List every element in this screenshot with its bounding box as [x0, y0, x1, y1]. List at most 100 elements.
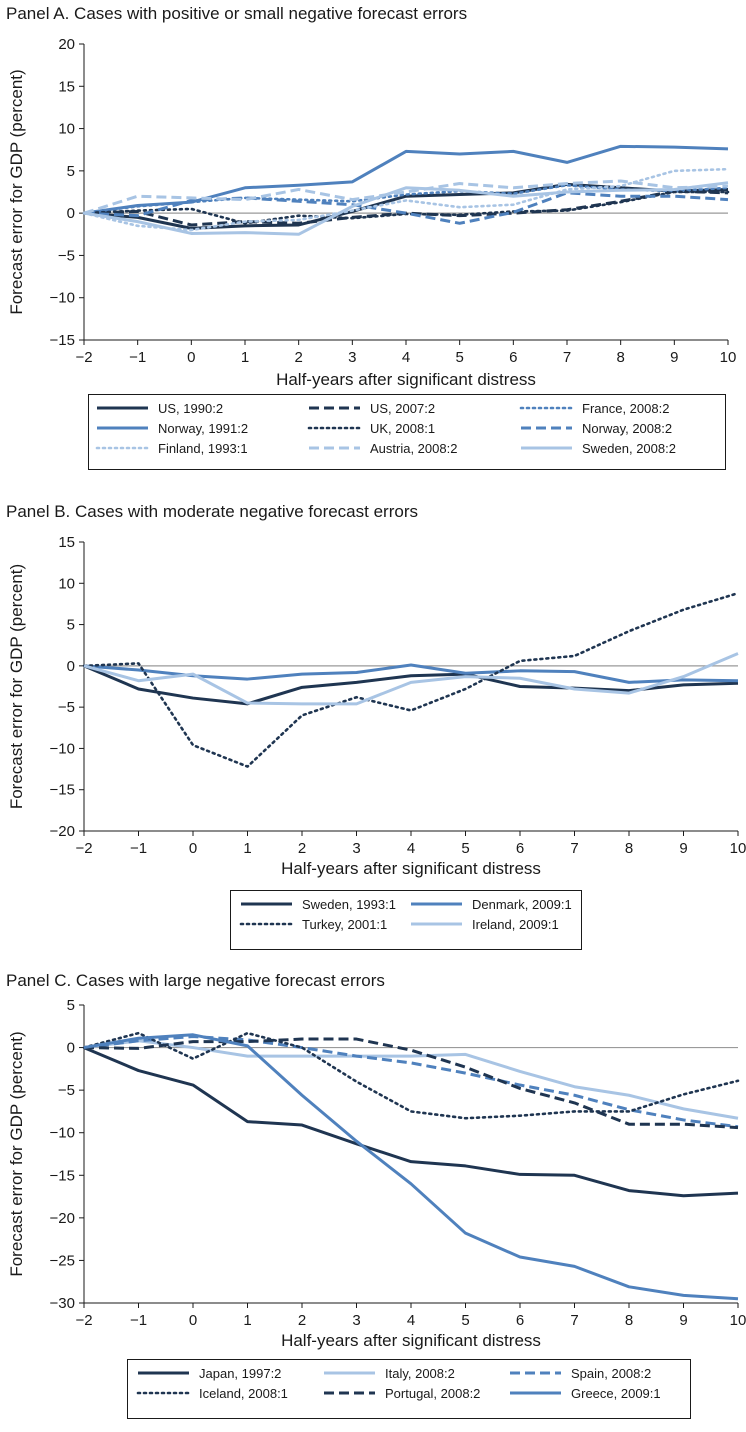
x-tick-label: 6: [516, 840, 524, 857]
y-tick-label: 10: [58, 575, 75, 592]
panel-a: Panel A. Cases with positive or small ne…: [0, 4, 746, 494]
legend-item: Italy, 2008:2: [322, 1364, 508, 1384]
legend-item: UK, 2008:1: [307, 419, 519, 439]
series-line: [83, 144, 729, 215]
x-tick-label: −1: [130, 840, 147, 857]
y-tick-label: 20: [58, 36, 75, 53]
legend-swatch: [95, 446, 150, 450]
series-line: [83, 182, 729, 230]
legend-swatch: [521, 426, 572, 430]
y-tick-label: −5: [58, 1082, 75, 1099]
x-tick-label: 0: [189, 1312, 197, 1329]
x-tick-label: 5: [455, 349, 463, 366]
series-line: [83, 179, 729, 215]
x-tick-label: 3: [348, 349, 356, 366]
legend-label: Austria, 2008:2: [370, 441, 458, 456]
x-tick-label: 8: [625, 840, 633, 857]
y-tick-label: −5: [58, 247, 75, 264]
y-tick-label: −15: [50, 1167, 75, 1184]
y-axis-label: Forecast error for GDP (percent): [7, 564, 26, 809]
x-axis-label: Half-years after significant distress: [276, 370, 536, 389]
x-tick-label: 10: [720, 349, 737, 366]
x-tick-label: −2: [75, 840, 92, 857]
legend-swatch: [307, 426, 362, 430]
legend-label: Turkey, 2001:1: [302, 917, 388, 932]
panel-title: Panel C. Cases with large negative forec…: [6, 971, 385, 990]
panel-title: Panel A. Cases with positive or small ne…: [6, 4, 468, 23]
x-tick-label: 2: [298, 840, 306, 857]
x-tick-label: 2: [298, 1312, 306, 1329]
panel-c: Panel C. Cases with large negative forec…: [0, 971, 746, 1432]
legend-label: Spain, 2008:2: [571, 1366, 652, 1381]
x-tick-label: 1: [241, 349, 249, 366]
legend-label: UK, 2008:1: [370, 421, 436, 436]
legend-swatch: [411, 902, 462, 906]
x-axis-label: Half-years after significant distress: [281, 1331, 541, 1350]
x-tick-label: −2: [75, 1312, 92, 1329]
legend-swatch: [324, 1391, 375, 1395]
y-tick-label: −15: [50, 782, 75, 799]
legend-swatch: [239, 922, 294, 926]
y-tick-label: −10: [50, 1125, 75, 1142]
legend-item: Portugal, 2008:2: [322, 1384, 508, 1404]
x-tick-label: −1: [129, 349, 146, 366]
legend-swatch: [97, 426, 148, 430]
legend-label: Japan, 1997:2: [199, 1366, 282, 1381]
legend-swatch: [241, 902, 292, 906]
legend-item: Spain, 2008:2: [508, 1364, 694, 1384]
x-tick-label: 0: [187, 349, 195, 366]
legend-swatch: [136, 1391, 191, 1395]
legend-item: Turkey, 2001:1: [239, 915, 409, 935]
legend-label: US, 2007:2: [370, 401, 436, 416]
legend-item: Iceland, 2008:1: [136, 1384, 322, 1404]
y-tick-label: −30: [50, 1295, 75, 1312]
x-tick-label: 2: [294, 349, 302, 366]
series-line: [83, 652, 739, 706]
legend-label: US, 1990:2: [158, 401, 224, 416]
legend-item: Norway, 1991:2: [95, 419, 307, 439]
legend-label: Portugal, 2008:2: [385, 1386, 481, 1401]
x-tick-label: 10: [730, 1312, 746, 1329]
y-axis-label: Forecast error for GDP (percent): [7, 1031, 26, 1276]
y-axis-label: Forecast error for GDP (percent): [7, 69, 26, 314]
series-line: [82, 167, 730, 232]
x-tick-label: 9: [670, 349, 678, 366]
legend-swatch: [521, 446, 572, 450]
legend-label: Norway, 2008:2: [582, 421, 673, 436]
x-tick-label: 8: [616, 349, 624, 366]
legend-label: Sweden, 2008:2: [582, 441, 676, 456]
y-tick-label: −25: [50, 1252, 75, 1269]
x-tick-label: −2: [75, 349, 92, 366]
x-tick-label: 8: [625, 1312, 633, 1329]
x-tick-label: 4: [407, 840, 415, 857]
y-tick-label: −5: [58, 699, 75, 716]
legend-item: US, 1990:2: [95, 399, 307, 419]
legend: Sweden, 1993:1 Denmark, 2009:1 Turkey, 200…: [230, 890, 582, 950]
y-tick-label: −10: [50, 290, 75, 307]
legend-item: Japan, 1997:2: [136, 1364, 322, 1384]
legend-swatch: [519, 406, 574, 410]
y-tick-label: 0: [67, 1040, 75, 1057]
legend-label: Sweden, 1993:1: [302, 897, 396, 912]
x-tick-label: 9: [679, 1312, 687, 1329]
x-tick-label: 4: [407, 1312, 415, 1329]
series-line: [82, 1031, 740, 1120]
y-tick-label: −15: [50, 332, 75, 349]
legend-swatch: [138, 1371, 189, 1375]
legend-item: Greece, 2009:1: [508, 1384, 694, 1404]
series-line: [83, 1046, 739, 1198]
legend-item: US, 2007:2: [307, 399, 519, 419]
legend-label: Finland, 1993:1: [158, 441, 248, 456]
x-tick-label: 7: [563, 349, 571, 366]
chart-c: 50−5−10−15−20−25−30−2 −1 0 1 2 3 4 5 6 7 8 9 10Half-…: [7, 997, 746, 1350]
x-tick-label: 1: [243, 1312, 251, 1329]
legend-swatch: [510, 1391, 561, 1395]
series-line: [83, 664, 739, 706]
y-tick-label: 15: [58, 534, 75, 551]
legend-item: Finland, 1993:1: [95, 439, 307, 459]
series-line: [82, 591, 740, 768]
x-tick-label: 0: [189, 840, 197, 857]
legend-label: Greece, 2009:1: [571, 1386, 661, 1401]
